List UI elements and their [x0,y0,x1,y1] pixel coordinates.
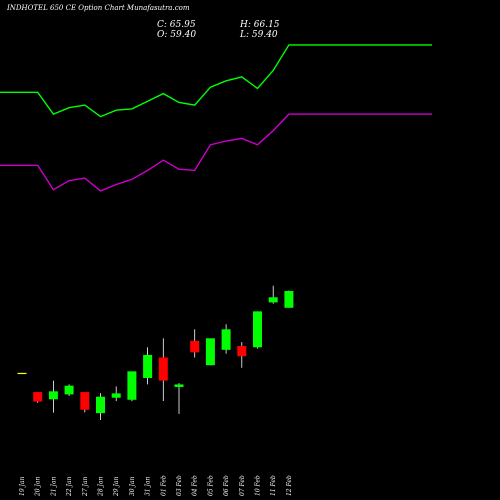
indicator-line-1 [0,44,432,118]
candle-29-jan [111,386,121,402]
x-tick-label: 04 Feb [192,475,199,496]
candle-body [174,384,184,387]
x-tick-label: 10 Feb [255,475,262,496]
x-tick-label: 20 Jan [35,476,42,497]
x-tick-label: 06 Feb [223,475,230,496]
x-tick-label: 11 Feb [270,475,277,496]
low-value: 59.40 [251,30,278,40]
high-value: 66.15 [253,20,280,30]
high-readout: H: 66.15 [240,20,280,30]
candle-body [127,371,137,400]
candle-31-jan [143,347,153,385]
x-tick-label: 29 Jan [113,476,120,497]
candle-body [64,385,74,395]
x-tick-label: 12 Feb [286,475,293,496]
close-value: 65.95 [169,20,196,30]
candle-27-jan [80,392,90,413]
candle-body [253,311,262,348]
candle-body [48,391,58,400]
x-tick-label: 19 Jan [19,476,26,496]
candle-body [221,329,231,350]
low-label: L: [240,30,250,40]
x-axis-tick-labels: 19 Jan 20 Jan 21 Jan 22 Jan 27 Jan 28 Jan 29 J… [19,475,293,497]
x-tick-label: 22 Jan [66,476,73,497]
candle-28-jan [96,393,105,421]
candle-body [33,392,43,402]
candle-body [17,372,27,375]
candle-06-feb [221,324,231,354]
candle-30-jan [127,371,137,402]
candle-body [190,340,200,353]
x-tick-label: 05 Feb [207,475,214,496]
candle-04-feb [190,329,200,358]
high-label: H: [240,20,251,30]
x-tick-label: 07 Feb [239,475,246,496]
candle-body [158,357,168,381]
candle-body [143,354,153,378]
candle-19-jan [17,372,27,375]
candle-body [284,291,294,308]
open-readout: O: 59.40 [157,30,196,40]
candle-body [205,338,215,366]
candle-body [268,297,278,303]
candle-11-feb [268,285,278,304]
candle-body [80,392,90,410]
close-readout: C: 65.95 [157,20,196,30]
candle-body [96,396,105,414]
open-value: 59.40 [170,30,197,40]
candle-12-feb [284,290,294,308]
indicator-lines [0,44,432,192]
candle-03-feb [174,383,184,414]
x-tick-label: 30 Jan [129,476,136,496]
low-readout: L: 59.40 [240,30,278,40]
x-tick-label: 27 Jan [82,476,89,497]
candle-20-jan [33,392,43,403]
candle-10-feb [253,311,262,349]
candle-05-feb [205,338,215,366]
x-tick-label: 01 Feb [160,475,167,496]
x-tick-label: 31 Jan [145,476,152,496]
candle-07-feb [237,342,247,368]
x-tick-label: 28 Jan [98,476,105,497]
candle-body [111,393,121,398]
candles [17,285,294,421]
candle-21-jan [48,380,58,413]
close-label: C: [157,20,167,30]
open-label: O: [157,30,168,40]
indicator-line-2 [0,113,432,192]
candle-22-jan [64,384,74,396]
chart-title: INDHOTEL 650 CE Option Chart Munafasutra… [7,4,190,12]
candle-01-feb [158,338,168,402]
x-tick-label: 21 Jan [50,476,57,497]
x-tick-label: 03 Feb [176,475,183,496]
candle-body [237,345,247,357]
